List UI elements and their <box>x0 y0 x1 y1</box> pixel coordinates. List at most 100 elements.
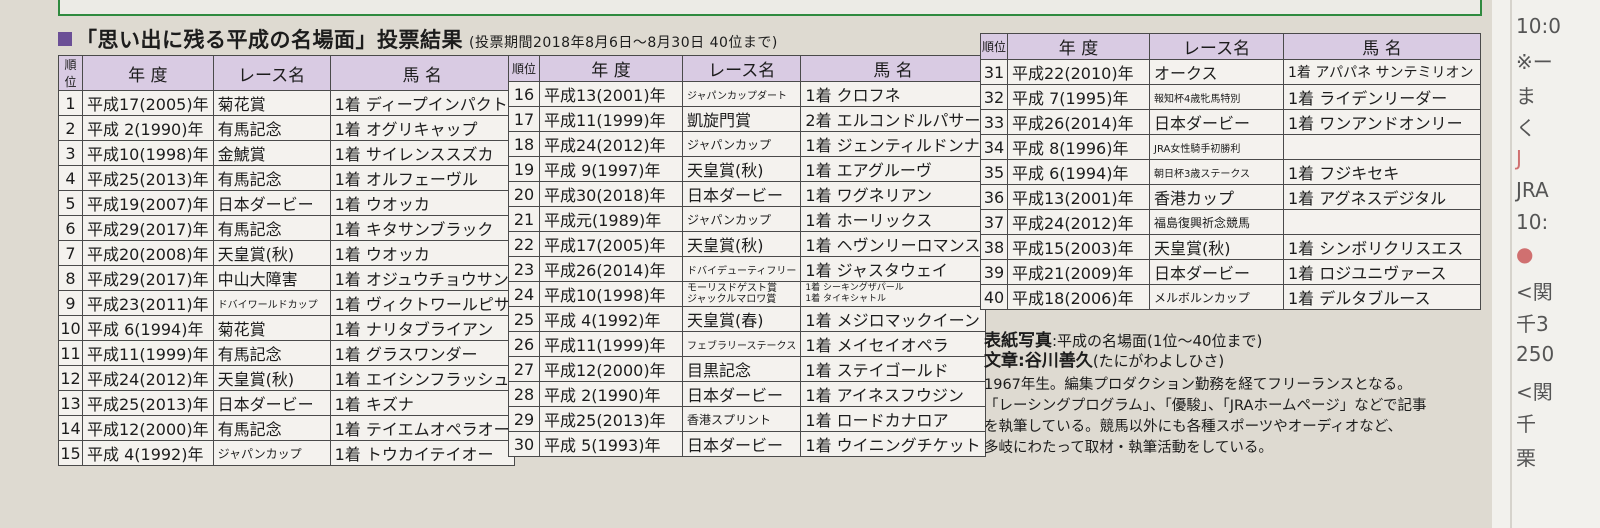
header-race: レース名 <box>681 55 802 82</box>
race-cell: 香港カップ <box>1149 184 1284 210</box>
square-bullet-icon <box>58 32 72 46</box>
table-row: 24 平成10(1998)年 モーリスドゲスト賞 ジャックルマロワ賞 1着 シーキングザ… <box>508 281 986 307</box>
table-row: 33 平成26(2014)年 日本ダービー 1着 ワンアンドオンリー <box>980 109 1481 135</box>
year-cell: 平成10(1998)年 <box>539 281 683 307</box>
race-cell: 金鯱賞 <box>212 140 331 166</box>
table-header-row: 順位年 度レース名馬 名 <box>980 33 1481 60</box>
rank-cell: 18 <box>508 131 540 157</box>
header-horse: 馬 名 <box>329 55 515 91</box>
author-label: 文章 <box>984 351 1018 371</box>
year-cell: 平成13(2001)年 <box>1007 184 1150 210</box>
header-rank: 順位 <box>58 55 83 91</box>
horse-cell: 1着 ウオッカ <box>329 240 515 266</box>
race-cell: 有馬記念 <box>212 165 331 191</box>
race-cell: メルボルンカップ <box>1149 284 1284 310</box>
table-row: 35 平成 6(1994)年 朝日杯3歳ステークス 1着 フジキセキ <box>980 159 1481 185</box>
year-cell: 平成18(2006)年 <box>1007 284 1150 310</box>
edge-text: 250 <box>1516 342 1555 366</box>
table-row: 30 平成 5(1993)年 日本ダービー 1着 ウイニングチケット <box>508 431 986 457</box>
horse-cell: 1着 ロジユニヴァース <box>1283 259 1481 285</box>
race-cell: ジャパンカップダート <box>681 81 802 107</box>
table-row: 2 平成 2(1990)年 有馬記念 1着 オグリキャップ <box>58 115 515 141</box>
rank-cell: 40 <box>980 284 1008 310</box>
header-year: 年 度 <box>82 55 214 91</box>
horse-cell: 1着 オグリキャップ <box>329 115 515 141</box>
year-cell: 平成11(1999)年 <box>82 340 214 366</box>
horse-cell: 1着 ウオッカ <box>329 190 515 216</box>
horse-cell: 1着 メイセイオペラ <box>800 331 986 357</box>
table-row: 21 平成元(1989)年 ジャパンカップ 1着 ホーリックス <box>508 206 986 232</box>
rank-cell: 33 <box>980 109 1008 135</box>
table-row: 18 平成24(2012)年 ジャパンカップ 1着 ジェンティルドンナ <box>508 131 986 157</box>
edge-text: ※ー <box>1516 50 1553 74</box>
year-cell: 平成 6(1994)年 <box>82 315 214 341</box>
horse-cell: 1着 ウイニングチケット <box>800 431 986 457</box>
horse-cell: 1着 シーキングザパール 1着 タイキシャトル <box>800 281 986 307</box>
author-bio: 1967年生。編集プロダクション勤務を経てフリーランスとなる。 「レーシングプロ… <box>984 375 1484 459</box>
race-cell: 凱旋門賞 <box>681 106 802 132</box>
rank-cell: 12 <box>58 365 83 391</box>
race-cell: 有馬記念 <box>212 415 331 441</box>
race-cell: 目黒記念 <box>681 356 802 382</box>
year-cell: 平成 6(1994)年 <box>1007 159 1150 185</box>
year-cell: 平成25(2013)年 <box>82 390 214 416</box>
race-cell: 菊花賞 <box>212 90 331 116</box>
header-horse: 馬 名 <box>800 55 986 82</box>
year-cell: 平成24(2012)年 <box>82 365 214 391</box>
edge-text: J <box>1516 146 1522 170</box>
table-row: 19 平成 9(1997)年 天皇賞(秋) 1着 エアグルーヴ <box>508 156 986 182</box>
table-row: 40 平成18(2006)年 メルボルンカップ 1着 デルタブルース <box>980 284 1481 310</box>
race-cell: 香港スプリント <box>681 406 802 432</box>
year-cell: 平成17(2005)年 <box>82 90 214 116</box>
race-cell: 日本ダービー <box>212 190 331 216</box>
table-row: 5 平成19(2007)年 日本ダービー 1着 ウオッカ <box>58 190 515 216</box>
year-cell: 平成25(2013)年 <box>82 165 214 191</box>
race-cell: 菊花賞 <box>212 315 331 341</box>
table-header-row: 順位年 度レース名馬 名 <box>508 55 986 82</box>
table-row: 7 平成20(2008)年 天皇賞(秋) 1着 ウオッカ <box>58 240 515 266</box>
edge-text: JRA <box>1516 178 1549 202</box>
race-line: モーリスドゲスト賞 <box>687 283 777 294</box>
year-cell: 平成12(2000)年 <box>539 356 683 382</box>
rank-cell: 19 <box>508 156 540 182</box>
info-section: 表紙写真:平成の名場面(1位〜40位まで) 文章:谷川善久(たにがわよしひさ) … <box>984 331 1484 459</box>
rank-cell: 5 <box>58 190 83 216</box>
author-line: 文章:谷川善久(たにがわよしひさ) <box>984 351 1484 371</box>
table-row: 23 平成26(2014)年 ドバイデューティフリー 1着 ジャスタウェイ <box>508 256 986 282</box>
rank-cell: 7 <box>58 240 83 266</box>
race-cell: ジャパンカップ <box>212 440 331 466</box>
table-row: 20 平成30(2018)年 日本ダービー 1着 ワグネリアン <box>508 181 986 207</box>
cover-photo-line: 表紙写真:平成の名場面(1位〜40位まで) <box>984 331 1484 351</box>
horse-cell: 1着 テイエムオペラオー <box>329 415 515 441</box>
race-cell: 朝日杯3歳ステークス <box>1149 159 1284 185</box>
race-cell: モーリスドゲスト賞 ジャックルマロワ賞 <box>681 281 802 307</box>
table-row: 31 平成22(2010)年 オークス 1着 アパパネ サンテミリオン <box>980 59 1481 85</box>
rank-cell: 24 <box>508 281 540 307</box>
rank-cell: 38 <box>980 234 1008 260</box>
horse-cell: 1着 エイシンフラッシュ <box>329 365 515 391</box>
year-cell: 平成26(2014)年 <box>1007 109 1150 135</box>
horse-cell: 1着 ヴィクトワールピサ <box>329 290 515 316</box>
rank-cell: 8 <box>58 265 83 291</box>
race-cell: オークス <box>1149 59 1284 85</box>
page-heading: 「思い出に残る平成の名場面」投票結果 (投票期間2018年8月6日〜8月30日 4… <box>58 24 778 54</box>
race-cell: ジャパンカップ <box>681 131 802 157</box>
year-cell: 平成11(1999)年 <box>539 106 683 132</box>
table-row: 38 平成15(2003)年 天皇賞(秋) 1着 シンボリクリスエス <box>980 234 1481 260</box>
year-cell: 平成21(2009)年 <box>1007 259 1150 285</box>
edge-text: ● <box>1516 242 1534 266</box>
rank-cell: 10 <box>58 315 83 341</box>
header-year: 年 度 <box>539 55 683 82</box>
race-cell: 日本ダービー <box>212 390 331 416</box>
rank-cell: 20 <box>508 181 540 207</box>
year-cell: 平成23(2011)年 <box>82 290 214 316</box>
horse-cell: 1着 ジェンティルドンナ <box>800 131 986 157</box>
rank-cell: 35 <box>980 159 1008 185</box>
header-rank: 順位 <box>980 33 1008 60</box>
rank-cell: 9 <box>58 290 83 316</box>
rank-cell: 22 <box>508 231 540 257</box>
horse-cell: 1着 ホーリックス <box>800 206 986 232</box>
race-cell: 有馬記念 <box>212 115 331 141</box>
rank-cell: 17 <box>508 106 540 132</box>
horse-cell: 1着 シンボリクリスエス <box>1283 234 1481 260</box>
